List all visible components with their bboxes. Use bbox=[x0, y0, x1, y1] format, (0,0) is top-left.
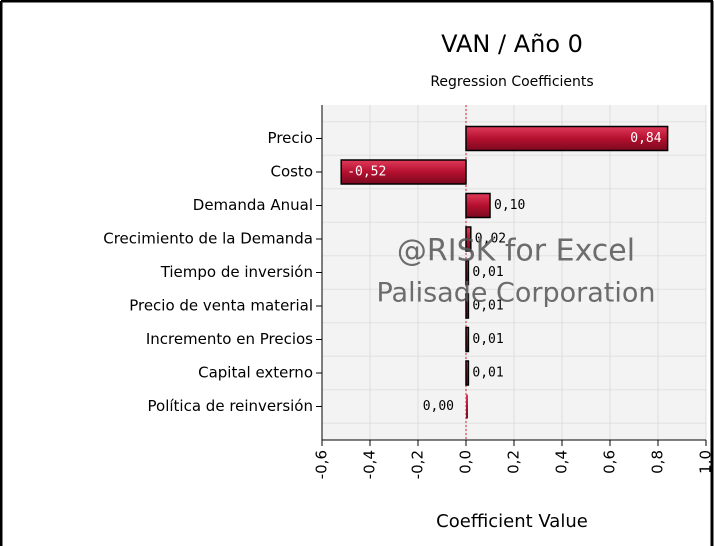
y-tick-label: Crecimiento de la Demanda bbox=[103, 230, 313, 248]
bar bbox=[465, 360, 470, 386]
value-label: 0,01 bbox=[472, 299, 503, 314]
value-label: -0,52 bbox=[347, 165, 386, 180]
y-tick-label: Precio bbox=[268, 129, 313, 147]
x-axis-label: Coefficient Value bbox=[436, 511, 588, 532]
value-label: 0,01 bbox=[472, 332, 503, 347]
value-label: 0,02 bbox=[475, 232, 506, 247]
bar bbox=[465, 259, 470, 286]
x-tick-label: -0,4 bbox=[361, 450, 379, 479]
y-tick-label: Precio de venta material bbox=[129, 297, 313, 315]
value-label: 0,10 bbox=[494, 198, 525, 213]
y-tick-label: Incremento en Precios bbox=[146, 330, 313, 348]
bar bbox=[465, 326, 470, 353]
chart-subtitle: Regression Coefficients bbox=[430, 74, 593, 90]
watermark: @RISK for Excel bbox=[397, 234, 635, 269]
bar bbox=[465, 226, 472, 252]
x-tick-label: 0,4 bbox=[553, 450, 571, 474]
x-tick-label: 0,2 bbox=[505, 450, 523, 474]
bar bbox=[466, 394, 468, 419]
value-label: 0,01 bbox=[472, 366, 503, 381]
x-tick-label: -0,6 bbox=[313, 450, 331, 479]
bar bbox=[340, 159, 467, 185]
value-label: 0,84 bbox=[630, 131, 661, 146]
bar bbox=[465, 293, 470, 319]
value-label: 0,00 bbox=[423, 399, 454, 414]
y-tick-label: Política de reinversión bbox=[148, 397, 313, 415]
x-tick-label: 0,0 bbox=[457, 450, 475, 474]
y-tick-label: Capital externo bbox=[198, 364, 313, 382]
x-tick-label: 0,8 bbox=[649, 450, 667, 474]
bar bbox=[465, 192, 491, 219]
y-tick-label: Costo bbox=[270, 163, 313, 181]
bar bbox=[465, 125, 669, 152]
x-tick-label: 0,6 bbox=[601, 450, 619, 474]
x-tick-label: 1,0 bbox=[697, 450, 714, 474]
y-tick-label: Tiempo de inversión bbox=[160, 263, 313, 281]
x-tick-label: -0,2 bbox=[409, 450, 427, 479]
value-label: 0,01 bbox=[472, 265, 503, 280]
watermark: Palisade Corporation bbox=[376, 278, 655, 309]
y-tick-label: Demanda Anual bbox=[193, 196, 313, 214]
chart-title: VAN / Año 0 bbox=[441, 30, 583, 58]
